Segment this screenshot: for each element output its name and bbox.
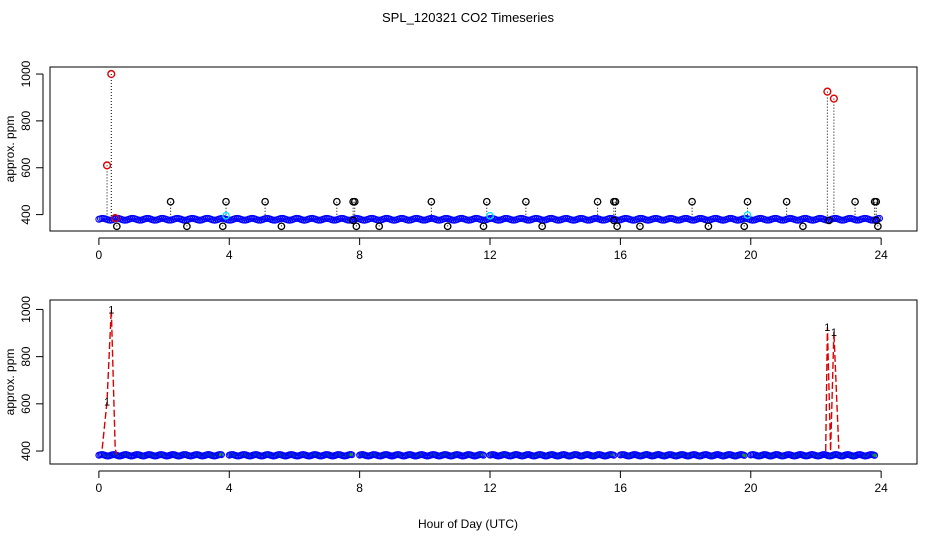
top-y-tick-label: 400 <box>19 204 33 224</box>
top-y-axis: 400 600 800 1000 <box>19 60 44 225</box>
bottom-x-tick-label: 12 <box>483 481 497 495</box>
top-spike-point <box>102 161 112 170</box>
bottom-x-tick-label: 16 <box>614 481 628 495</box>
bottom-red-point-label: 1 <box>104 396 110 408</box>
top-data-marks <box>95 69 884 231</box>
top-flag-point-high <box>688 197 696 206</box>
top-x-tick-label: 24 <box>874 248 888 262</box>
top-calibration-point <box>486 211 494 220</box>
bottom-series-point <box>740 451 748 459</box>
top-flag-point-high <box>222 197 230 206</box>
top-flag-point-low <box>375 222 384 231</box>
top-flag-point-high <box>611 197 620 206</box>
top-flag-point-high <box>872 197 881 206</box>
bottom-highlight-point <box>742 453 746 457</box>
top-x-axis: 0 4 8 12 16 20 24 <box>96 237 888 262</box>
top-flag-point-high <box>593 197 602 206</box>
top-x-tick-label: 4 <box>226 248 233 262</box>
top-spike-point <box>111 214 120 223</box>
top-flag-point-low <box>443 222 452 231</box>
top-y-tick-label: 600 <box>19 157 33 177</box>
bottom-red-series-line <box>825 327 840 452</box>
top-flag-point-high <box>332 197 341 206</box>
top-y-tick-label: 800 <box>19 111 33 131</box>
top-flag-point-high <box>166 197 175 206</box>
top-flag-point-low <box>277 222 286 231</box>
top-flag-point-low <box>352 222 361 231</box>
bottom-x-tick-label: 20 <box>744 481 758 495</box>
top-flag-point-high <box>522 197 530 206</box>
bottom-highlight-point <box>218 452 222 457</box>
top-spike-point <box>823 87 832 96</box>
bottom-red-point-label: 1 <box>108 304 114 316</box>
bottom-highlight-point <box>873 453 877 458</box>
bottom-y-tick-label: 600 <box>19 393 33 413</box>
top-flag-point-low <box>218 222 227 231</box>
top-flag-point-high <box>743 197 752 206</box>
top-flag-point-high <box>427 197 436 206</box>
bottom-x-axis: 0 4 8 12 16 20 24 <box>96 470 888 495</box>
bottom-y-axis-label: approx. ppm <box>3 349 17 416</box>
top-flag-point-high <box>851 197 859 206</box>
top-flag-point-low <box>479 222 488 231</box>
bottom-x-tick-label: 8 <box>356 481 363 495</box>
top-spike-point <box>829 94 838 103</box>
bottom-red-point-label: 1 <box>824 322 830 334</box>
bottom-y-tick-label: 800 <box>19 346 33 366</box>
bottom-data-marks: 111 1 <box>95 304 879 460</box>
bottom-plot-frame <box>49 299 918 465</box>
top-flag-point-mid <box>349 216 357 225</box>
top-spike-point <box>107 69 116 79</box>
top-x-tick-label: 8 <box>356 248 363 262</box>
bottom-series-point <box>217 451 225 459</box>
top-flag-point-mid <box>825 216 833 225</box>
top-calibration-point <box>743 211 752 219</box>
top-x-tick-label: 12 <box>483 248 497 262</box>
bottom-x-tick-label: 4 <box>226 481 233 495</box>
bottom-x-tick-label: 0 <box>96 481 103 495</box>
bottom-series-point <box>480 451 487 459</box>
top-x-tick-label: 0 <box>96 248 103 262</box>
top-flag-point-high <box>482 197 491 206</box>
top-flag-point-mid <box>872 216 881 225</box>
top-flag-point-low <box>538 222 547 231</box>
bottom-x-tick-label: 24 <box>874 481 888 495</box>
top-panel: 0 4 8 12 16 20 24 400 600 800 1000 approx. ppm <box>3 60 918 262</box>
top-flag-point-low <box>613 222 621 231</box>
top-flag-point-high <box>782 197 791 206</box>
top-flag-point-low <box>740 222 749 231</box>
top-flag-point-low <box>799 222 807 231</box>
bottom-y-tick-label: 400 <box>19 441 33 461</box>
top-y-axis-label: approx. ppm <box>3 116 17 183</box>
top-y-tick-label: 1000 <box>19 60 33 87</box>
bottom-red-point-label: 1 <box>831 327 837 339</box>
figure-title: SPL_120321 CO2 Timeseries <box>382 10 554 25</box>
top-flag-point-low <box>636 222 644 231</box>
top-flag-point-low <box>704 222 713 231</box>
top-flag-point-low <box>112 222 121 231</box>
bottom-series-point <box>610 451 618 459</box>
top-calibration-point <box>222 211 230 220</box>
top-flag-point-mid <box>610 216 618 225</box>
bottom-series-point <box>871 451 879 459</box>
x-axis-label: Hour of Day (UTC) <box>418 517 518 531</box>
top-x-tick-label: 20 <box>744 248 758 262</box>
top-flag-point-high <box>350 197 359 206</box>
bottom-y-tick-label: 1000 <box>19 296 33 323</box>
top-x-tick-label: 16 <box>614 248 628 262</box>
bottom-series-point <box>348 451 356 459</box>
top-flag-point-high <box>261 197 269 206</box>
top-plot-frame <box>49 66 918 232</box>
bottom-red-series-line <box>101 309 118 455</box>
bottom-y-axis: 400 600 800 1000 <box>19 296 44 461</box>
bottom-highlight-point <box>348 452 353 457</box>
top-flag-point-low <box>183 222 191 231</box>
